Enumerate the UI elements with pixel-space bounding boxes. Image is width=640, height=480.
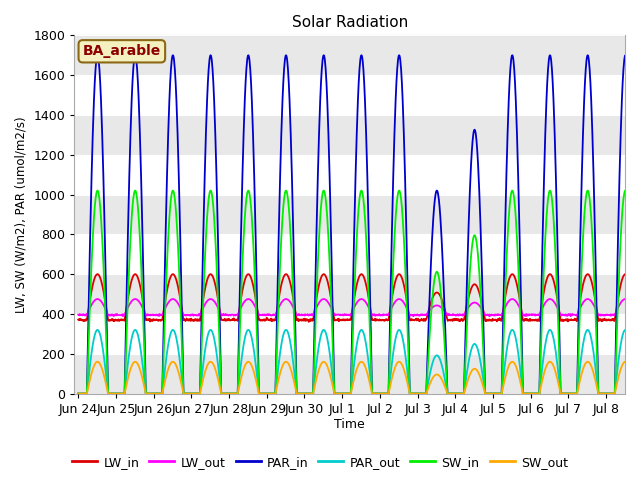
PAR_in	[378, 391, 386, 396]
Bar	[74, 354, 625, 394]
SW_in	[74, 391, 82, 396]
LW_out	[141, 309, 148, 315]
LW_out	[600, 312, 607, 318]
SW_in	[354, 221, 362, 227]
Bar	[74, 194, 625, 234]
LW_in	[141, 309, 148, 315]
SW_in	[180, 391, 188, 396]
Line: SW_out: SW_out	[78, 362, 625, 394]
PAR_in	[325, 158, 333, 164]
Line: LW_out: LW_out	[78, 299, 625, 316]
PAR_out	[180, 391, 188, 396]
Line: SW_in: SW_in	[78, 191, 625, 394]
PAR_out	[93, 327, 101, 333]
LW_in	[600, 317, 607, 323]
SW_in	[378, 391, 386, 396]
Line: PAR_in: PAR_in	[78, 55, 625, 394]
SW_out	[354, 364, 362, 370]
LW_out	[74, 312, 82, 318]
PAR_out	[354, 337, 362, 343]
PAR_in	[74, 391, 82, 396]
LW_out	[621, 296, 629, 302]
SW_out	[74, 391, 82, 396]
PAR_in	[141, 332, 148, 338]
SW_in	[141, 356, 148, 361]
PAR_out	[621, 327, 629, 333]
SW_out	[93, 359, 101, 365]
SW_in	[93, 188, 101, 193]
LW_out	[93, 296, 101, 302]
PAR_out	[325, 347, 333, 353]
Legend: LW_in, LW_out, PAR_in, PAR_out, SW_in, SW_out: LW_in, LW_out, PAR_in, PAR_out, SW_in, S…	[67, 451, 573, 474]
Bar	[74, 115, 625, 155]
LW_out	[378, 312, 386, 318]
LW_in	[378, 317, 386, 323]
LW_out	[522, 313, 530, 319]
Text: BA_arable: BA_arable	[83, 44, 161, 58]
SW_in	[325, 252, 333, 257]
PAR_out	[599, 391, 607, 396]
PAR_in	[180, 391, 188, 396]
LW_in	[93, 271, 101, 277]
SW_out	[325, 369, 333, 374]
SW_out	[378, 391, 386, 396]
LW_in	[621, 271, 629, 277]
LW_in	[305, 319, 312, 325]
PAR_out	[378, 391, 386, 396]
LW_in	[326, 288, 333, 293]
PAR_in	[621, 53, 629, 59]
LW_out	[354, 299, 362, 304]
SW_out	[141, 385, 148, 391]
LW_out	[325, 301, 333, 307]
SW_out	[180, 391, 188, 396]
LW_in	[354, 277, 362, 283]
Bar	[74, 274, 625, 314]
PAR_out	[141, 380, 148, 385]
SW_in	[621, 188, 629, 194]
Y-axis label: LW, SW (W/m2), PAR (umol/m2/s): LW, SW (W/m2), PAR (umol/m2/s)	[15, 116, 28, 313]
Title: Solar Radiation: Solar Radiation	[292, 15, 408, 30]
Line: PAR_out: PAR_out	[78, 330, 625, 394]
PAR_in	[354, 108, 362, 114]
SW_out	[599, 391, 607, 396]
LW_in	[180, 316, 188, 322]
SW_in	[599, 391, 607, 396]
LW_out	[180, 312, 188, 318]
PAR_out	[74, 391, 82, 396]
PAR_in	[93, 52, 101, 58]
PAR_in	[599, 391, 607, 396]
X-axis label: Time: Time	[334, 419, 365, 432]
Bar	[74, 36, 625, 75]
Line: LW_in: LW_in	[78, 274, 625, 322]
SW_out	[621, 359, 629, 365]
LW_in	[74, 317, 82, 323]
